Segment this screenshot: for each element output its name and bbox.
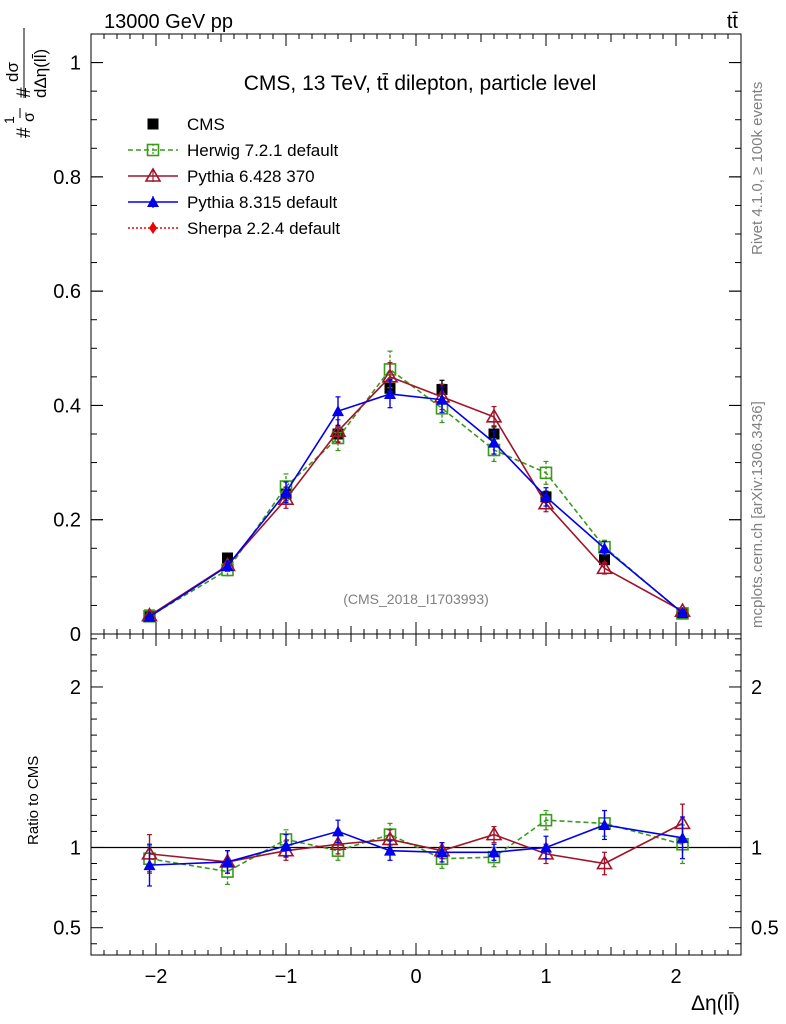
- y-tick-label: 0.2: [53, 510, 81, 532]
- legend-label-pythia6: Pythia 6.428 370: [187, 167, 315, 186]
- series-pythia8: [143, 809, 689, 887]
- y-tick-label: 1: [70, 53, 81, 75]
- data-point-pythia8: [488, 436, 500, 448]
- data-point-pythia8: [598, 818, 611, 830]
- data-point-herwig: [539, 813, 553, 827]
- svg-text:1: 1: [1, 116, 17, 124]
- data-point-pythia8: [384, 844, 396, 856]
- data-point-pythia6: [537, 495, 555, 510]
- series-line-pythia6: [149, 822, 683, 865]
- data-point-pythia8: [280, 486, 292, 498]
- legend-marker-pythia8: [147, 196, 159, 207]
- y-tick-label: 1: [70, 837, 81, 859]
- data-point-pythia8: [436, 393, 448, 405]
- data-point-pythia6: [596, 854, 613, 870]
- data-point-pythia8: [221, 560, 234, 571]
- data-point-pythia8: [540, 490, 552, 502]
- svg-text:σ: σ: [21, 112, 38, 122]
- data-point-pythia8: [540, 841, 552, 853]
- rivet-label: Rivet 4.1.0, ≥ 100k events: [749, 82, 766, 255]
- series-herwig: [143, 350, 689, 623]
- series-line-herwig: [149, 368, 684, 617]
- data-point-pythia6: [329, 835, 347, 851]
- y-tick-label: 0: [70, 624, 81, 646]
- data-point-pythia8: [143, 859, 156, 871]
- legend-marker-sherpa: [149, 222, 157, 234]
- ratio-ylabel: Ratio to CMS: [25, 756, 42, 845]
- series-line-pythia8: [149, 824, 683, 866]
- y-tick-label-right: 1: [751, 837, 762, 859]
- main-title: CMS, 13 TeV, tt̄ dilepton, particle leve…: [244, 72, 597, 95]
- x-axis-label: Δη(ll̄): [691, 991, 740, 1015]
- data-point-herwig: [539, 466, 553, 480]
- data-point-pythia8: [488, 846, 500, 858]
- data-point-pythia8: [143, 610, 156, 622]
- legend-marker-cms: [147, 118, 159, 130]
- x-tick-label: 0: [410, 966, 421, 988]
- y-tick-label: 0.4: [53, 395, 81, 417]
- y-tick-label: 0.5: [53, 918, 81, 940]
- plot-frame: [90, 633, 742, 956]
- y-tick-label: 2: [70, 677, 81, 699]
- svg-text:#: #: [14, 127, 35, 138]
- data-point-pythia6: [485, 408, 503, 423]
- data-point-pythia8: [384, 388, 396, 399]
- ratio-panel: 0.5 0.5 1 1 2 2 −2 −1 0 1 2: [53, 633, 779, 988]
- main-ylabel: # 1 σ # dσ dΔη(ll̄): [1, 28, 50, 138]
- data-point-pythia6: [596, 559, 613, 575]
- legend-label-cms: CMS: [187, 115, 225, 134]
- legend-marker-pythia6: [144, 167, 162, 182]
- data-point-pythia8: [598, 542, 611, 554]
- legend-label-herwig: Herwig 7.2.1 default: [187, 141, 338, 160]
- y-tick-label: 0.6: [53, 281, 81, 303]
- y-tick-label-right: 0.5: [751, 918, 779, 940]
- legend: CMS Herwig 7.2.1 default Pythia 6.428 370 P…: [128, 115, 340, 238]
- svg-text:dΔη(ll̄): dΔη(ll̄): [31, 49, 50, 98]
- energy-label: 13000 GeV pp: [104, 11, 233, 33]
- legend-label-pythia8: Pythia 8.315 default: [187, 193, 338, 212]
- data-point-pythia8: [280, 839, 292, 851]
- data-point-pythia8: [221, 855, 234, 867]
- series-line-pythia8: [149, 393, 684, 618]
- y-tick-label: 0.8: [53, 167, 81, 189]
- watermark: (CMS_2018_I1703993): [343, 591, 489, 607]
- x-tick-label: −1: [275, 966, 298, 988]
- main-panel: 0 0.2 0.4 0.6 0.8 1: [53, 33, 742, 646]
- data-point-pythia8: [332, 405, 344, 417]
- data-point-pythia8: [676, 606, 689, 618]
- y-tick-label-right: 2: [751, 677, 762, 699]
- data-point-pythia6: [329, 422, 347, 437]
- mcplots-label: mcplots.cern.ch [arXiv:1306.3436]: [749, 401, 766, 628]
- data-point-pythia8: [436, 846, 448, 858]
- legend-label-sherpa: Sherpa 2.2.4 default: [187, 219, 340, 238]
- process-label: tt̄: [727, 11, 739, 33]
- data-point-pythia6: [277, 490, 295, 505]
- legend-marker-herwig: [146, 143, 160, 157]
- series-line-pythia6: [149, 375, 683, 617]
- svg-text:dσ: dσ: [3, 62, 22, 82]
- data-point-pythia6: [485, 826, 503, 841]
- series-cms: [144, 378, 688, 621]
- series-pythia6: [141, 361, 691, 622]
- x-tick-label: 1: [540, 966, 551, 988]
- x-tick-label: −2: [145, 966, 168, 988]
- data-point-pythia8: [676, 831, 689, 843]
- x-tick-label: 2: [670, 966, 681, 988]
- data-point-pythia8: [332, 825, 344, 837]
- series-pythia8: [143, 379, 689, 622]
